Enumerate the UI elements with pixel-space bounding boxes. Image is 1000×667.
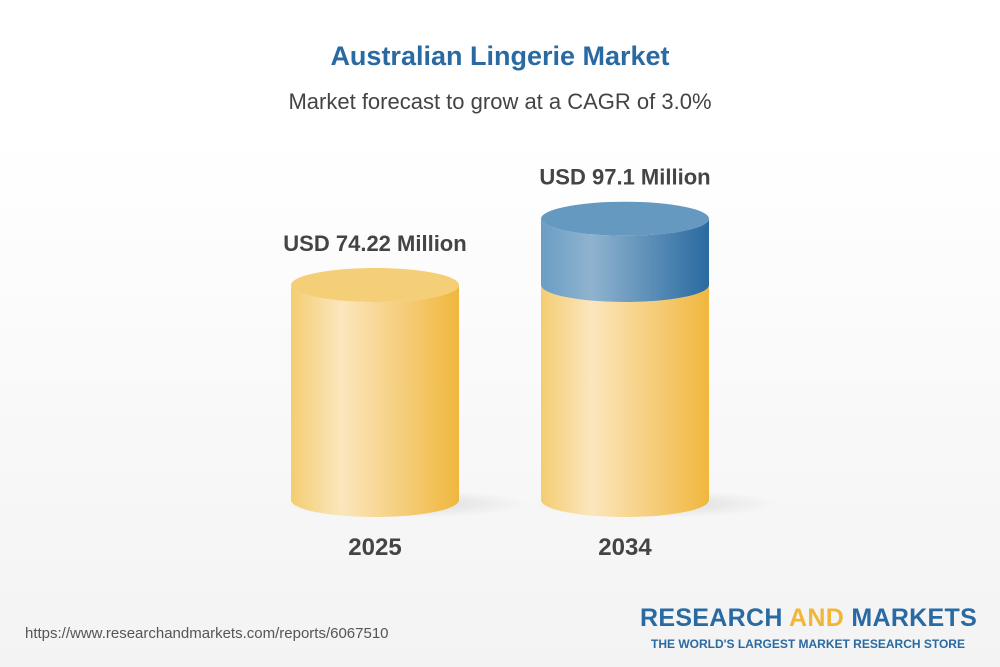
logo-markets: MARKETS: [844, 604, 978, 632]
bar-2034-growth: [541, 218, 709, 302]
cylinder-chart: USD 74.22 Million 2025 USD 97.1 Million 203…: [281, 165, 779, 561]
bar-2034-growth-top: [541, 201, 709, 236]
x-tick-label: 2025: [348, 534, 401, 561]
bar-2025-top: [291, 268, 459, 302]
x-tick-label: 2034: [598, 534, 652, 561]
chart-subtitle: Market forecast to grow at a CAGR of 3.0…: [288, 89, 712, 114]
logo-and: AND: [789, 604, 845, 632]
data-label: USD 74.22 Million: [283, 231, 466, 256]
logo-research: RESEARCH: [640, 604, 790, 632]
bar-2034-base: [541, 285, 709, 517]
chart-title: Australian Lingerie Market: [330, 41, 670, 71]
data-label: USD 97.1 Million: [539, 165, 710, 190]
research-and-markets-logo: RESEARCH AND MARKETS: [640, 603, 978, 633]
bar-2025: [291, 285, 459, 517]
source-url[interactable]: https://www.researchandmarkets.com/repor…: [25, 625, 389, 642]
logo-tagline: THE WORLD'S LARGEST MARKET RESEARCH STOR…: [651, 637, 965, 651]
